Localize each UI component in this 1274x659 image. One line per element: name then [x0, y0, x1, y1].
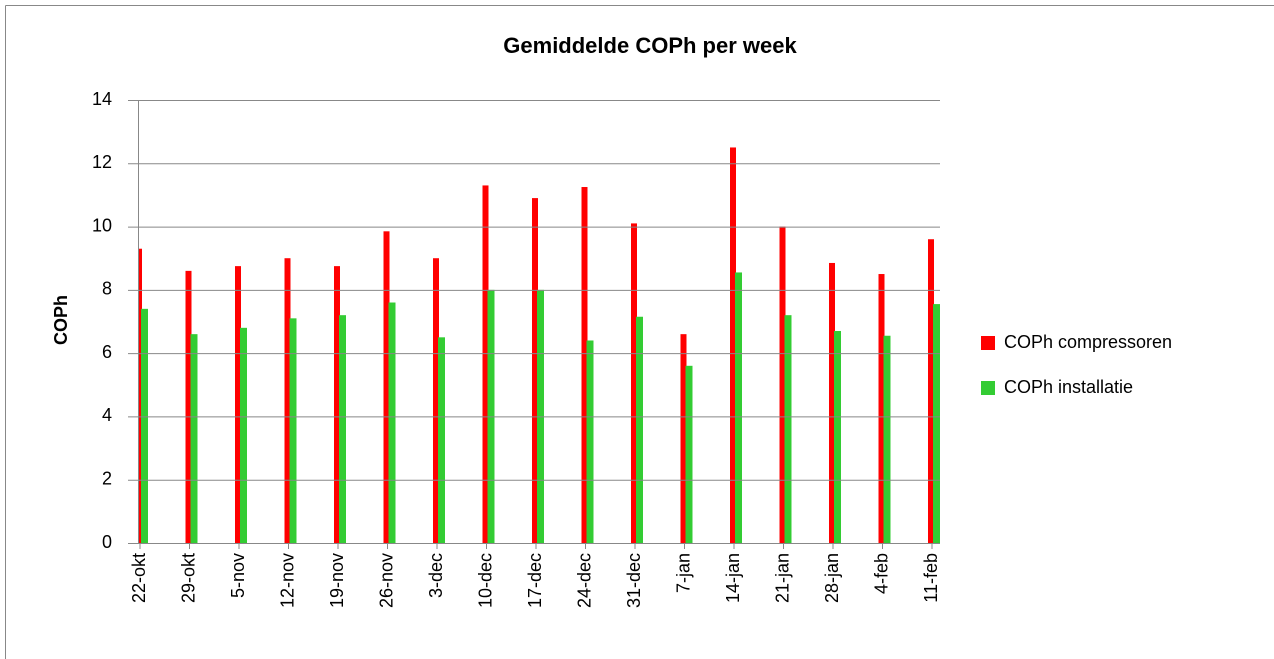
bar [878, 274, 885, 543]
bar [735, 272, 742, 543]
bar [240, 327, 247, 543]
y-tick-label: 10 [92, 215, 112, 235]
bar [438, 337, 445, 543]
bar [631, 223, 637, 543]
x-tick-label: 11-feb [921, 553, 941, 603]
y-tick-label: 14 [92, 89, 112, 109]
x-tick-label: 31-dec [624, 553, 644, 608]
bar [383, 231, 390, 543]
bar [532, 198, 538, 543]
bar [334, 266, 340, 543]
x-tick-label: 29-okt [178, 553, 198, 603]
bar [235, 266, 241, 543]
x-tick-label: 7-jan [673, 553, 693, 593]
x-tick-label: 22-okt [129, 553, 149, 603]
bar [928, 239, 934, 543]
y-tick-label: 2 [102, 468, 112, 488]
bar [284, 258, 291, 543]
bar [482, 185, 489, 543]
bar [730, 147, 736, 543]
bar [883, 335, 891, 543]
bar [581, 187, 588, 543]
bar [433, 258, 439, 543]
bar [289, 318, 297, 543]
x-tick-label: 5-nov [228, 553, 248, 598]
bar [636, 316, 643, 543]
bar [834, 330, 841, 543]
legend-swatch [981, 381, 995, 395]
x-tick-label: 28-jan [822, 553, 842, 603]
x-tick-label: 4-feb [871, 553, 891, 594]
bar [685, 365, 693, 543]
x-tick-label: 3-dec [426, 553, 446, 598]
y-tick-label: 4 [102, 405, 112, 425]
bar [141, 308, 148, 543]
bar [779, 226, 786, 543]
bar [784, 315, 792, 543]
bar [829, 262, 835, 543]
bar [680, 334, 687, 543]
x-tick-label: 12-nov [277, 553, 297, 608]
bar [933, 304, 940, 543]
bar [190, 334, 198, 543]
bar [138, 248, 142, 543]
bar [185, 270, 192, 543]
x-tick-label: 17-dec [525, 553, 545, 608]
legend-swatch [981, 336, 995, 350]
y-tick-label: 8 [102, 279, 112, 299]
x-tick-label: 26-nov [376, 553, 396, 608]
x-tick-label: 14-jan [723, 553, 743, 603]
legend-label: COPh installatie [1004, 377, 1133, 397]
y-tick-label: 6 [102, 342, 112, 362]
bar [339, 315, 346, 543]
x-tick-label: 21-jan [772, 553, 792, 603]
bar [388, 302, 396, 543]
y-axis-label: COPh [51, 295, 71, 345]
chart-title: Gemiddelde COPh per week [503, 33, 797, 58]
legend-label: COPh compressoren [1004, 332, 1172, 352]
x-tick-label: 19-nov [327, 553, 347, 608]
y-tick-label: 0 [102, 532, 112, 552]
x-tick-label: 10-dec [475, 553, 495, 608]
x-tick-label: 24-dec [574, 553, 594, 608]
bar [586, 340, 594, 543]
y-tick-label: 12 [92, 152, 112, 172]
